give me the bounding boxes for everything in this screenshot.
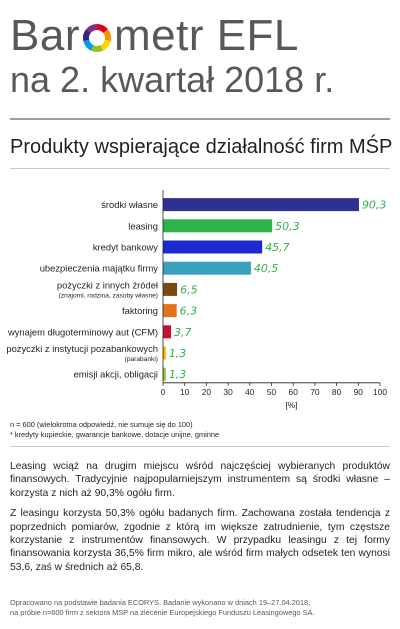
header-divider [10,118,390,120]
footnote-other: * kredyty kupieckie, gwarancje bankowe, … [10,430,220,439]
category-label: faktoring [122,305,158,316]
category-label: kredyt bankowy [93,242,158,253]
x-tick-label: 90 [354,387,364,397]
bar [163,346,166,360]
logo-ring-segment [83,29,91,42]
bar [163,325,172,339]
body-text: Leasing wciąż na drugim miejscu wśród na… [10,460,390,581]
value-label: 50,3 [275,220,300,233]
x-tick-label: 50 [267,387,277,397]
footnotes: n = 600 (wielokrotna odpowiedź, nie sumu… [10,420,390,440]
category-label: emisji akcji, obligacji [74,369,158,380]
x-axis-label: [%] [285,400,297,410]
bar [163,240,263,254]
x-tick-label: 80 [332,387,342,397]
bar [163,282,178,296]
logo-ring-icon [83,24,111,52]
category-sublabel: (znajomi, rodzina, zasoby własne) [59,292,158,299]
chart-title: Produkty wspierające działalność firm MŚ… [10,136,393,158]
report-subtitle: na 2. kwartał 2018 r. [10,59,335,100]
logo-ring-segment [83,39,94,51]
title-divider [10,168,390,169]
body-paragraph: Z leasingu korzysta 50,3% ogółu badanych… [10,508,390,573]
logo-ring-segment [100,39,111,51]
value-label: 3,7 [174,326,192,339]
header: Bar metr EFL na 2. kwartał 2018 r. [10,14,390,100]
source-note: Opracowano na podstawie badania ECORYS. … [10,598,390,618]
bar [163,198,359,212]
logo-ring-segment [103,29,111,42]
value-label: 1,3 [169,347,187,360]
x-tick-label: 60 [289,387,299,397]
x-tick-label: 30 [223,387,233,397]
category-label: ubezpieczenia majątku firmy [40,263,159,274]
logo-ring-segment [90,45,104,52]
x-tick-label: 0 [161,387,166,397]
brand-suffix: metr EFL [113,11,299,60]
brand-prefix: Bar [10,11,80,60]
category-label: środki własne [101,199,158,210]
value-label: 1,3 [169,368,187,381]
value-label: 40,5 [254,262,279,275]
x-tick-label: 100 [373,387,387,397]
body-paragraph: Leasing wciąż na drugim miejscu wśród na… [10,461,390,499]
value-label: 6,3 [180,305,198,318]
category-sublabel: (parabanki) [125,356,158,363]
value-label: 45,7 [265,241,290,254]
x-tick-label: 70 [310,387,320,397]
source-line: na próbie n=600 firm z sektora MSP na zl… [10,608,315,617]
category-label: pożyczki z innych źródeł [57,279,159,290]
value-label: 90,3 [362,199,387,212]
x-tick-label: 10 [180,387,190,397]
brand-title: Bar metr EFL [10,14,390,58]
bar [163,219,273,233]
category-label: leasing [128,220,158,231]
logo-ring-segment [86,24,98,34]
category-label: pożyczki z instytucji pozabankowych [6,343,158,354]
bar [163,304,177,318]
bar-chart: 90,3 środki własne 50,3 leasing 45,7 kredyt b… [6,190,387,410]
category-label: wynajem długoterminowy aut (CFM) [7,326,158,337]
source-line: Opracowano na podstawie badania ECORYS. … [10,598,311,607]
footnote-divider [10,446,390,447]
value-label: 6,5 [180,283,198,296]
x-tick-label: 40 [245,387,255,397]
bar [163,261,251,275]
footnote-sample: n = 600 (wielokrotna odpowiedź, nie sumu… [10,420,193,429]
logo-ring-segment [96,24,108,34]
x-tick-label: 20 [202,387,212,397]
bar [163,367,166,381]
